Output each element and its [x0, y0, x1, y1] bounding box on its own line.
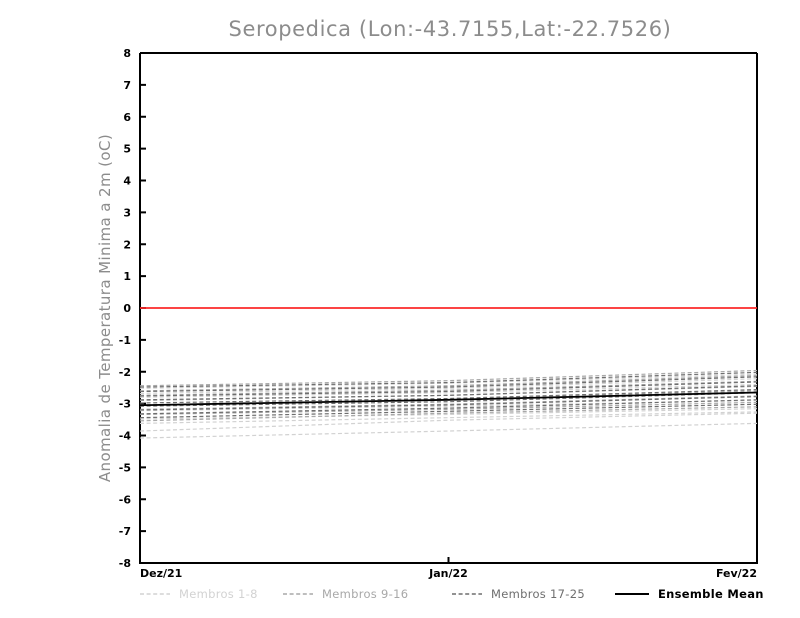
- ensemble-member-line: [139, 403, 758, 419]
- ensemble-member-line: [139, 373, 758, 389]
- y-tick-label: 8: [123, 47, 131, 60]
- ensemble-member-line: [139, 381, 758, 397]
- ensemble-member-line: [139, 371, 758, 388]
- ensemble-member-line: [139, 422, 758, 439]
- y-tick-label: -2: [119, 366, 131, 379]
- ensemble-member-line: [139, 411, 758, 424]
- ensemble-member-line: [139, 376, 758, 393]
- y-tick-label: 4: [123, 175, 131, 188]
- ensemble-member-line: [139, 408, 758, 420]
- y-tick-label: -1: [119, 334, 131, 347]
- y-tick-label: 5: [123, 143, 131, 156]
- ensemble-member-line: [139, 392, 758, 407]
- y-axis-label: Anomalia de Temperatura Minima a 2m (oC): [96, 134, 114, 482]
- ensemble-member-line: [139, 395, 758, 410]
- legend-label-3: Membros 17-25: [491, 587, 585, 601]
- ensemble-mean-line: [139, 391, 758, 407]
- chart-title: Seropedica (Lon:-43.7155,Lat:-22.7526): [229, 17, 672, 41]
- ensemble-member-line: [139, 412, 758, 432]
- y-tick-label: 2: [123, 238, 131, 251]
- ensemble-member-line: [139, 385, 758, 401]
- x-tick-label: Jan/22: [428, 567, 468, 580]
- x-axis-ticks: Dez/21 Jan/22 Fev/22: [139, 557, 758, 580]
- y-tick-label: -8: [119, 557, 131, 570]
- legend-label-2: Membros 9-16: [322, 587, 408, 601]
- y-tick-label: -3: [119, 398, 131, 411]
- ensemble-series-group: [139, 369, 758, 439]
- ensemble-member-line: [139, 399, 758, 412]
- x-tick-label: Fev/22: [716, 567, 757, 580]
- ensemble-member-line: [139, 406, 758, 422]
- y-tick-label: 0: [123, 302, 131, 315]
- ensemble-member-line: [139, 396, 758, 411]
- y-tick-label: -6: [119, 493, 132, 506]
- y-tick-label: -7: [119, 525, 131, 538]
- legend-label-1: Membros 1-8: [179, 587, 258, 601]
- y-tick-label: 3: [123, 206, 131, 219]
- ensemble-member-line: [139, 380, 758, 396]
- ensemble-member-line: [139, 378, 758, 395]
- y-tick-label: 6: [123, 111, 131, 124]
- chart-legend: Membros 1-8 Membros 9-16 Membros 17-25 Ense…: [140, 587, 764, 601]
- ensemble-member-line: [139, 401, 758, 416]
- y-tick-label: -4: [119, 430, 132, 443]
- ensemble-member-line: [139, 389, 758, 404]
- legend-label-4: Ensemble Mean: [658, 587, 764, 601]
- ensemble-member-line: [139, 369, 758, 387]
- y-tick-label: 1: [123, 270, 131, 283]
- ensemble-member-line: [139, 399, 758, 415]
- y-axis-ticks: 8 7 6 5 4 3 2 1 0 -1 -2 -3 -4 -5 -6 -7 -8: [119, 47, 146, 570]
- y-tick-label: -5: [119, 461, 131, 474]
- x-tick-label: Dez/21: [140, 567, 182, 580]
- y-tick-label: 7: [123, 79, 131, 92]
- ensemble-member-line: [139, 374, 758, 392]
- ensemble-member-line: [139, 383, 758, 398]
